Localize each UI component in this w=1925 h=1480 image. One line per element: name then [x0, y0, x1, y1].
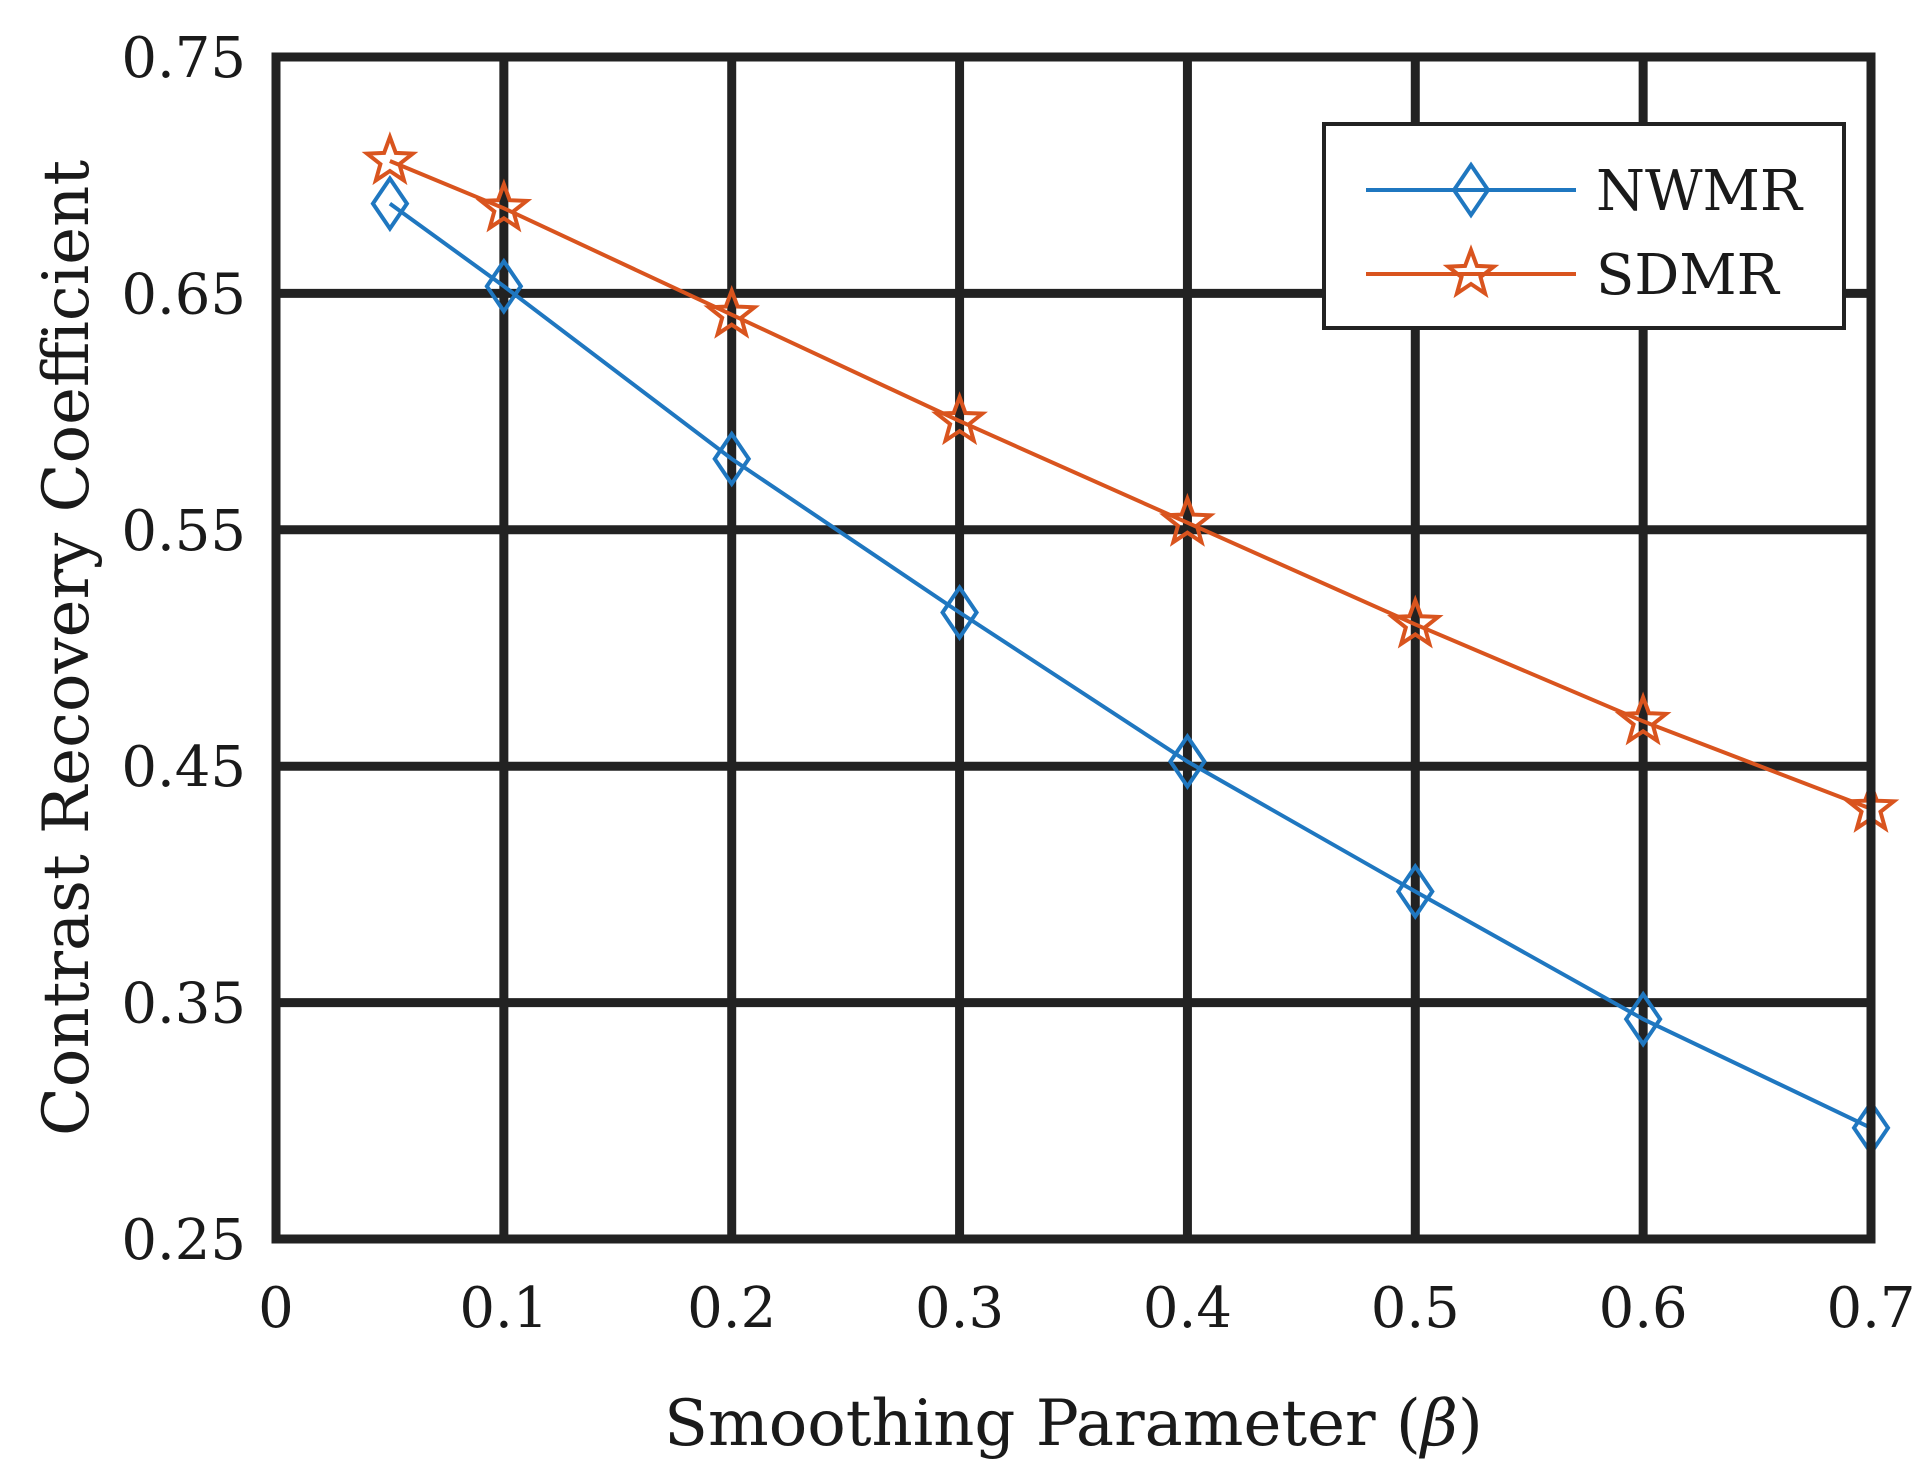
data-point — [1159, 492, 1216, 547]
data-point — [940, 583, 979, 642]
series-sdmr — [361, 131, 1900, 833]
y-tick-label: 0.45 — [121, 735, 246, 800]
data-point — [703, 284, 760, 339]
data-point — [1168, 732, 1207, 791]
x-tick-labels: 0 0.1 0.2 0.3 0.4 0.5 0.6 0.7 — [258, 1276, 1915, 1341]
x-axis-title-symbol: β — [1419, 1387, 1458, 1461]
data-point — [931, 391, 988, 446]
plot-frame — [271, 52, 1876, 1244]
data-point — [361, 131, 419, 186]
y-tick-label: 0.55 — [121, 499, 246, 564]
x-tick-label: 0.4 — [1143, 1276, 1232, 1341]
x-axis-title-suffix: ) — [1458, 1387, 1483, 1461]
data-point — [712, 430, 752, 488]
legend: NWMR SDMR — [1322, 122, 1846, 330]
y-tick-label: 0.75 — [121, 26, 246, 91]
data-point — [1614, 691, 1672, 746]
series-line — [388, 201, 1872, 1130]
legend-item-nwmr: NWMR — [1366, 159, 1804, 224]
x-tick-label: 0.6 — [1599, 1276, 1688, 1341]
y-tick-label: 0.25 — [121, 1208, 246, 1273]
data-point — [370, 175, 410, 233]
legend-marker — [1451, 161, 1491, 219]
series-layer — [361, 131, 1900, 1157]
data-point — [484, 257, 524, 315]
legend-label: SDMR — [1596, 243, 1781, 308]
y-tick-label: 0.65 — [121, 262, 246, 327]
x-axis-title-prefix: Smoothing Parameter ( — [664, 1387, 1421, 1461]
x-tick-label: 0.7 — [1826, 1276, 1915, 1341]
y-axis-title: Contrast Recovery Coefficient — [30, 160, 104, 1136]
series-nwmr — [370, 175, 1891, 1157]
x-axis-title: Smoothing Parameter (β) — [664, 1387, 1483, 1461]
y-tick-labels: 0.25 0.35 0.45 0.55 0.65 0.75 — [121, 26, 246, 1273]
legend-items: NWMR SDMR — [1366, 159, 1804, 308]
x-tick-label: 0 — [258, 1276, 294, 1341]
data-point — [1623, 990, 1663, 1048]
data-point — [1387, 594, 1444, 649]
legend-label: NWMR — [1596, 159, 1804, 224]
x-tick-label: 0.3 — [915, 1276, 1004, 1341]
y-tick-label: 0.35 — [121, 972, 246, 1037]
x-tick-label: 0.5 — [1371, 1276, 1460, 1341]
series-line — [389, 159, 1872, 811]
legend-marker — [1442, 244, 1500, 299]
legend-box — [1322, 122, 1846, 330]
x-tick-label: 0.1 — [459, 1276, 548, 1341]
x-tick-label: 0.2 — [687, 1276, 776, 1341]
legend-item-sdmr: SDMR — [1366, 243, 1781, 308]
data-point — [475, 178, 533, 233]
data-point — [1395, 862, 1435, 921]
